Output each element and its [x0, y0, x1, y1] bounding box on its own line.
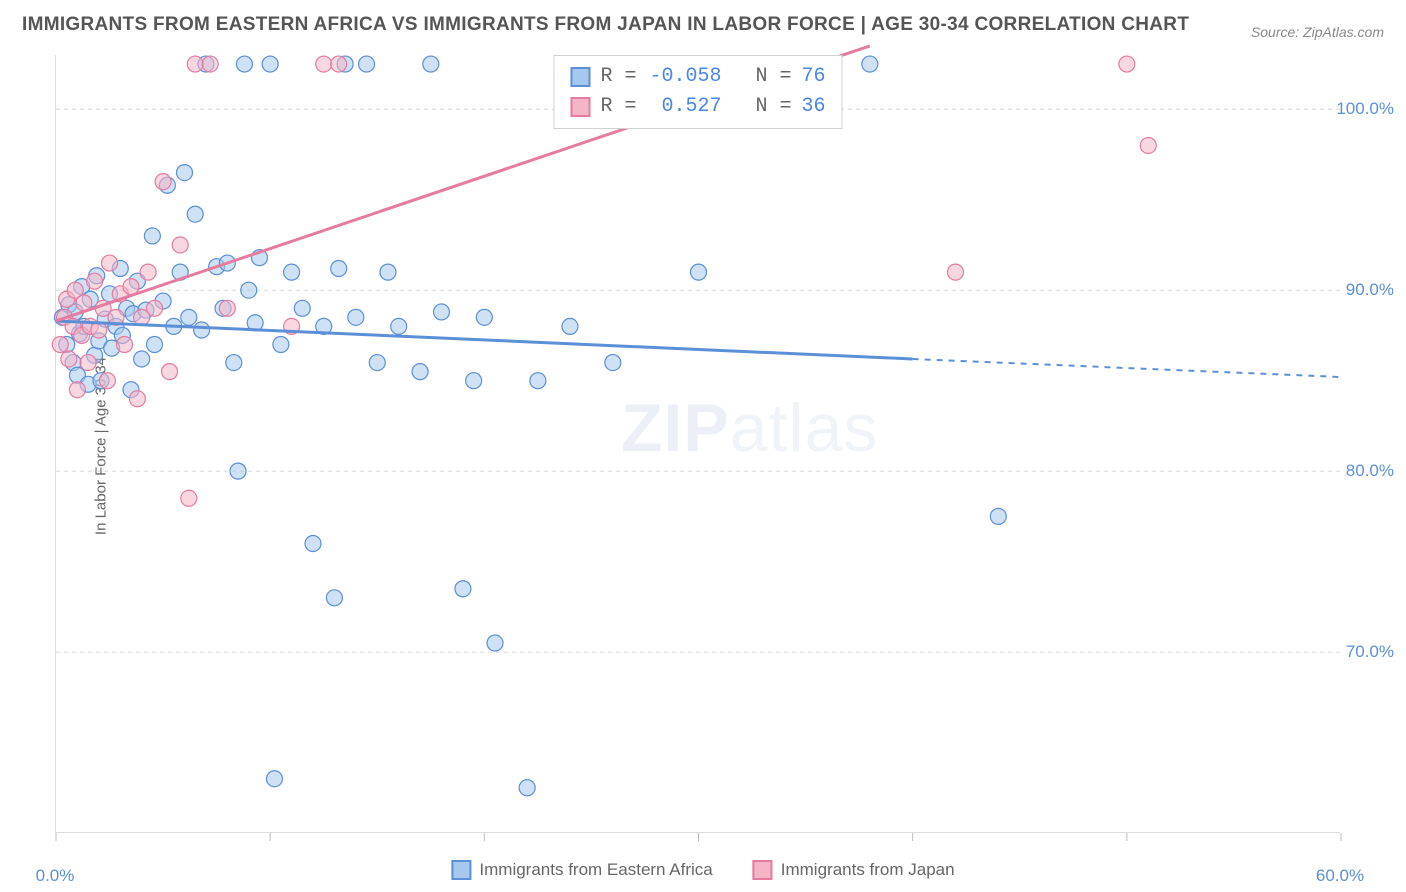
data-point [359, 56, 375, 72]
legend-item: Immigrants from Japan [753, 860, 955, 880]
data-point [369, 355, 385, 371]
data-point [691, 264, 707, 280]
y-tick-label: 90.0% [1346, 280, 1394, 300]
stat-value-r: -0.058 [646, 62, 721, 92]
data-point [380, 264, 396, 280]
data-point [305, 536, 321, 552]
data-point [262, 56, 278, 72]
legend-swatch [753, 860, 773, 880]
legend-swatch [451, 860, 471, 880]
data-point [80, 355, 96, 371]
data-point [61, 351, 77, 367]
y-tick-label: 100.0% [1336, 99, 1394, 119]
y-tick-label: 70.0% [1346, 642, 1394, 662]
legend-label: Immigrants from Japan [781, 860, 955, 880]
chart-svg [56, 55, 1340, 832]
data-point [562, 318, 578, 334]
data-point [434, 304, 450, 320]
legend-label: Immigrants from Eastern Africa [479, 860, 712, 880]
data-point [230, 463, 246, 479]
data-point [530, 373, 546, 389]
data-point [316, 56, 332, 72]
y-tick-label: 80.0% [1346, 461, 1394, 481]
data-point [155, 174, 171, 190]
data-point [69, 382, 85, 398]
x-tick-label: 0.0% [36, 866, 75, 886]
data-point [412, 364, 428, 380]
stat-label-n: N = [731, 92, 791, 122]
data-point [194, 322, 210, 338]
data-point [605, 355, 621, 371]
data-point [226, 355, 242, 371]
legend-item: Immigrants from Eastern Africa [451, 860, 712, 880]
stats-row: R = -0.058 N = 76 [570, 62, 825, 92]
data-point [219, 300, 235, 316]
data-point [284, 264, 300, 280]
data-point [162, 364, 178, 380]
data-point [423, 56, 439, 72]
data-point [140, 264, 156, 280]
data-point [177, 165, 193, 181]
data-point [348, 309, 364, 325]
data-point [273, 336, 289, 352]
data-point [1119, 56, 1135, 72]
data-point [487, 635, 503, 651]
stats-swatch [570, 97, 590, 117]
chart-title: IMMIGRANTS FROM EASTERN AFRICA VS IMMIGR… [22, 14, 1189, 36]
source-label: Source: ZipAtlas.com [1251, 24, 1384, 40]
data-point [1140, 137, 1156, 153]
data-point [455, 581, 471, 597]
data-point [147, 300, 163, 316]
data-point [236, 56, 252, 72]
stat-label-r: R = [600, 92, 636, 122]
data-point [266, 771, 282, 787]
data-point [331, 56, 347, 72]
trend-line-dashed [913, 359, 1341, 377]
data-point [181, 490, 197, 506]
data-point [326, 590, 342, 606]
data-point [187, 56, 203, 72]
trend-line [56, 321, 913, 359]
plot-area: ZIPatlas R = -0.058 N = 76R = 0.527 N = … [55, 55, 1340, 833]
data-point [990, 508, 1006, 524]
data-point [52, 336, 68, 352]
stat-value-r: 0.527 [646, 92, 721, 122]
data-point [87, 273, 103, 289]
data-point [187, 206, 203, 222]
stats-swatch [570, 67, 590, 87]
data-point [129, 391, 145, 407]
stat-label-n: N = [731, 62, 791, 92]
stats-box: R = -0.058 N = 76R = 0.527 N = 36 [553, 55, 842, 129]
data-point [466, 373, 482, 389]
data-point [294, 300, 310, 316]
data-point [172, 237, 188, 253]
data-point [519, 780, 535, 796]
data-point [862, 56, 878, 72]
data-point [181, 309, 197, 325]
data-point [147, 336, 163, 352]
data-point [331, 260, 347, 276]
x-tick-label: 60.0% [1316, 866, 1364, 886]
data-point [102, 255, 118, 271]
data-point [144, 228, 160, 244]
stat-value-n: 36 [802, 92, 826, 122]
data-point [391, 318, 407, 334]
legend-bottom: Immigrants from Eastern Africa Immigrants… [451, 860, 954, 880]
stat-value-n: 76 [802, 62, 826, 92]
data-point [99, 373, 115, 389]
data-point [202, 56, 218, 72]
stats-row: R = 0.527 N = 36 [570, 92, 825, 122]
data-point [134, 351, 150, 367]
stat-label-r: R = [600, 62, 636, 92]
data-point [117, 336, 133, 352]
data-point [476, 309, 492, 325]
data-point [948, 264, 964, 280]
data-point [241, 282, 257, 298]
